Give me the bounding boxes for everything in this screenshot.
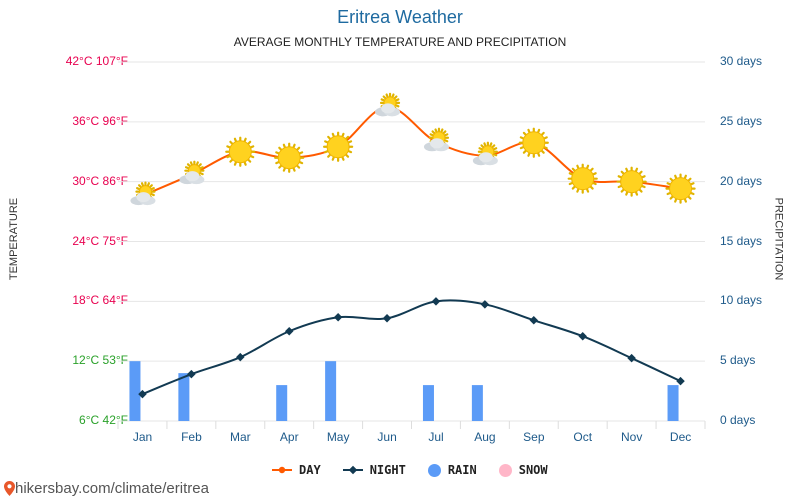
cloud-puff <box>381 103 396 114</box>
sun-disc <box>669 177 693 201</box>
legend-night-label: NIGHT <box>369 463 406 477</box>
source-link[interactable]: hikersbay.com/climate/eritrea <box>4 480 209 497</box>
right-axis-tick: 5 days <box>720 353 756 368</box>
left-axis-tick: 12°C 53°F <box>72 353 128 368</box>
sun-cloud-icon <box>130 181 156 206</box>
rain-bar <box>276 385 288 421</box>
cloud-icon <box>375 103 401 117</box>
rain-bar <box>325 361 337 421</box>
sun-icon <box>274 142 305 173</box>
rain-bar <box>667 385 679 421</box>
sun-icon <box>323 131 354 162</box>
x-axis-tick: Nov <box>620 430 643 444</box>
sun-disc <box>620 170 644 194</box>
chart-title: Eritrea Weather <box>337 7 463 27</box>
cloud-icon <box>130 192 156 206</box>
x-axis-tick: Aug <box>474 430 496 444</box>
night-point <box>382 314 392 323</box>
x-axis-tick: Oct <box>573 430 593 444</box>
left-axis-tick: 18°C 64°F <box>72 293 128 308</box>
sun-icon <box>665 173 696 204</box>
night-temperature-line <box>142 299 681 396</box>
cloud-puff <box>429 138 444 149</box>
x-axis-tick: Jan <box>132 430 153 444</box>
cloud-puff <box>478 152 493 163</box>
night-point <box>187 369 196 379</box>
right-axis-tick: 20 days <box>720 173 763 188</box>
night-point <box>236 352 245 362</box>
chart-legend: DAY NIGHT RAIN SNOW <box>272 463 570 477</box>
legend-item-day[interactable]: DAY <box>272 463 321 477</box>
rain-bar <box>422 385 434 421</box>
rain-bar <box>178 373 190 421</box>
left-axis-tick: 36°C 96°F <box>72 113 128 128</box>
cloud-icon <box>423 138 449 152</box>
legend-snow-label: SNOW <box>518 463 548 477</box>
sun-disc <box>522 131 546 155</box>
sun-icon <box>518 127 549 158</box>
x-axis-tick: Jul <box>428 430 444 444</box>
night-point <box>431 297 441 306</box>
night-point <box>676 376 685 386</box>
night-point <box>578 331 587 341</box>
sun-disc <box>326 135 350 159</box>
x-axis-tick: Dec <box>669 430 692 444</box>
night-point <box>529 316 539 325</box>
night-point <box>627 353 636 363</box>
night-point <box>284 327 294 336</box>
rain-bar <box>129 361 141 421</box>
sun-icon <box>225 136 256 167</box>
right-axis-tick: 10 days <box>720 293 763 308</box>
left-axis-tick: 30°C 86°F <box>72 173 128 188</box>
sun-disc <box>277 146 301 170</box>
sun-cloud-icon <box>179 160 205 185</box>
sun-disc <box>228 140 252 164</box>
legend-snow-symbol <box>498 463 512 477</box>
right-axis-tick: 15 days <box>720 233 763 248</box>
legend-rain-label: RAIN <box>447 463 477 477</box>
legend-day-label: DAY <box>299 463 321 477</box>
cloud-icon <box>179 171 205 185</box>
legend-item-snow[interactable]: SNOW <box>498 463 548 477</box>
right-axis-tick: 25 days <box>720 113 763 128</box>
x-axis-tick: Jun <box>377 430 397 444</box>
location-pin-icon <box>4 481 15 496</box>
rain-bar <box>471 385 483 421</box>
x-axis-tick: May <box>326 430 350 444</box>
sun-icon <box>616 166 647 197</box>
sun-cloud-icon <box>472 141 498 166</box>
sun-cloud-icon <box>375 92 401 117</box>
sun-cloud-icon <box>423 127 450 152</box>
left-axis-tick: 42°C 107°F <box>65 54 128 68</box>
right-axis-tick: 30 days <box>720 54 763 68</box>
night-point <box>333 313 343 322</box>
source-link-text: hikersbay.com/climate/eritrea <box>15 480 209 497</box>
legend-rain-symbol <box>427 463 441 477</box>
day-temperature-line <box>142 105 681 197</box>
cloud-puff <box>136 192 151 203</box>
x-axis-tick: Feb <box>181 430 202 444</box>
x-axis-tick: Sep <box>523 430 545 444</box>
legend-item-rain[interactable]: RAIN <box>427 463 477 477</box>
x-axis-tick: Mar <box>229 430 251 444</box>
chart-subtitle: AVERAGE MONTHLY TEMPERATURE AND PRECIPIT… <box>233 35 567 49</box>
night-point <box>138 389 147 399</box>
left-axis-tick: 6°C 42°F <box>79 413 128 427</box>
legend-day-symbol <box>272 466 292 474</box>
sun-icon <box>567 163 598 194</box>
legend-night-symbol <box>342 465 363 475</box>
right-axis-tick: 0 days <box>720 413 756 427</box>
cloud-icon <box>472 152 498 166</box>
cloud-puff <box>185 171 200 182</box>
sun-disc <box>571 167 595 191</box>
legend-item-night[interactable]: NIGHT <box>342 463 406 477</box>
x-axis-tick: Apr <box>279 430 299 444</box>
left-axis-tick: 24°C 75°F <box>72 233 128 248</box>
night-point <box>480 300 490 309</box>
